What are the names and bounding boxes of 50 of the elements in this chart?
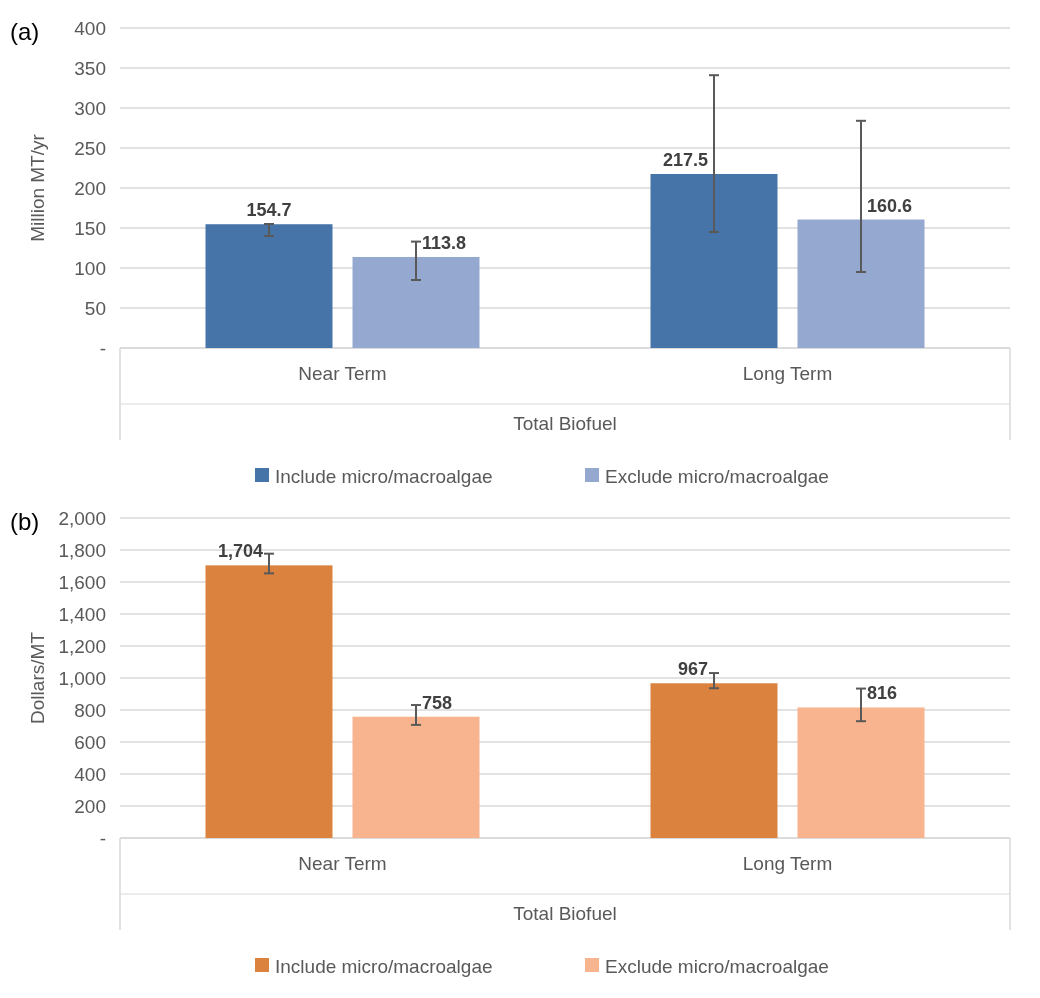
y-tick-label: 250 — [74, 137, 106, 159]
y-tick-label: 1,600 — [58, 571, 106, 593]
data-label: 113.8 — [422, 232, 467, 253]
bar — [352, 716, 480, 838]
bar — [205, 224, 333, 348]
bar — [650, 683, 778, 838]
x-axis-title: Total Biofuel — [513, 903, 617, 924]
y-tick-label: 200 — [74, 795, 106, 817]
data-label: 217.5 — [662, 150, 708, 170]
y-tick-label: 1,400 — [58, 603, 106, 625]
legend-label: Exclude micro/macroalgae — [605, 465, 829, 487]
y-tick-label: 100 — [74, 257, 106, 279]
x-tick-label: Long Term — [742, 853, 833, 874]
y-tick-label: 400 — [74, 17, 106, 39]
x-tick-label: Near Term — [298, 363, 387, 384]
y-axis-title: Million MT/yr — [27, 133, 48, 242]
bar — [650, 174, 778, 348]
legend-label: Exclude micro/macroalgae — [605, 955, 829, 977]
y-axis-title: Dollars/MT — [27, 631, 48, 724]
y-tick-label: 200 — [74, 177, 106, 199]
y-tick-label: 1,000 — [58, 667, 106, 689]
chart-title: (b) — [10, 508, 40, 535]
y-tick-label: 150 — [74, 217, 106, 239]
legend-label: Include micro/macroalgae — [275, 955, 493, 977]
data-label: 816 — [867, 683, 898, 704]
y-tick-label: 50 — [84, 297, 106, 319]
y-tick-label: 1,200 — [58, 635, 106, 657]
y-tick-label: 600 — [74, 731, 106, 753]
legend-label: Include micro/macroalgae — [275, 465, 493, 487]
y-tick-label: 1,800 — [58, 539, 106, 561]
y-tick-label: - — [99, 827, 106, 849]
y-tick-label: 300 — [74, 97, 106, 119]
x-tick-label: Near Term — [298, 853, 387, 874]
y-tick-label: - — [99, 337, 106, 359]
y-tick-label: 350 — [74, 57, 106, 79]
data-label: 1,704 — [217, 541, 263, 562]
chart-title: (a) — [10, 18, 40, 45]
y-tick-label: 2,000 — [58, 507, 106, 529]
bar — [797, 219, 925, 348]
bar — [352, 256, 480, 348]
data-label: 160.6 — [867, 195, 913, 216]
y-tick-label: 400 — [74, 763, 106, 785]
data-label: 154.7 — [246, 200, 292, 221]
y-tick-label: 800 — [74, 699, 106, 721]
bar — [797, 707, 925, 838]
data-label: 758 — [422, 692, 453, 713]
data-label: 967 — [677, 659, 708, 680]
bar — [205, 565, 333, 838]
x-axis-title: Total Biofuel — [513, 413, 617, 434]
x-tick-label: Long Term — [742, 363, 833, 384]
